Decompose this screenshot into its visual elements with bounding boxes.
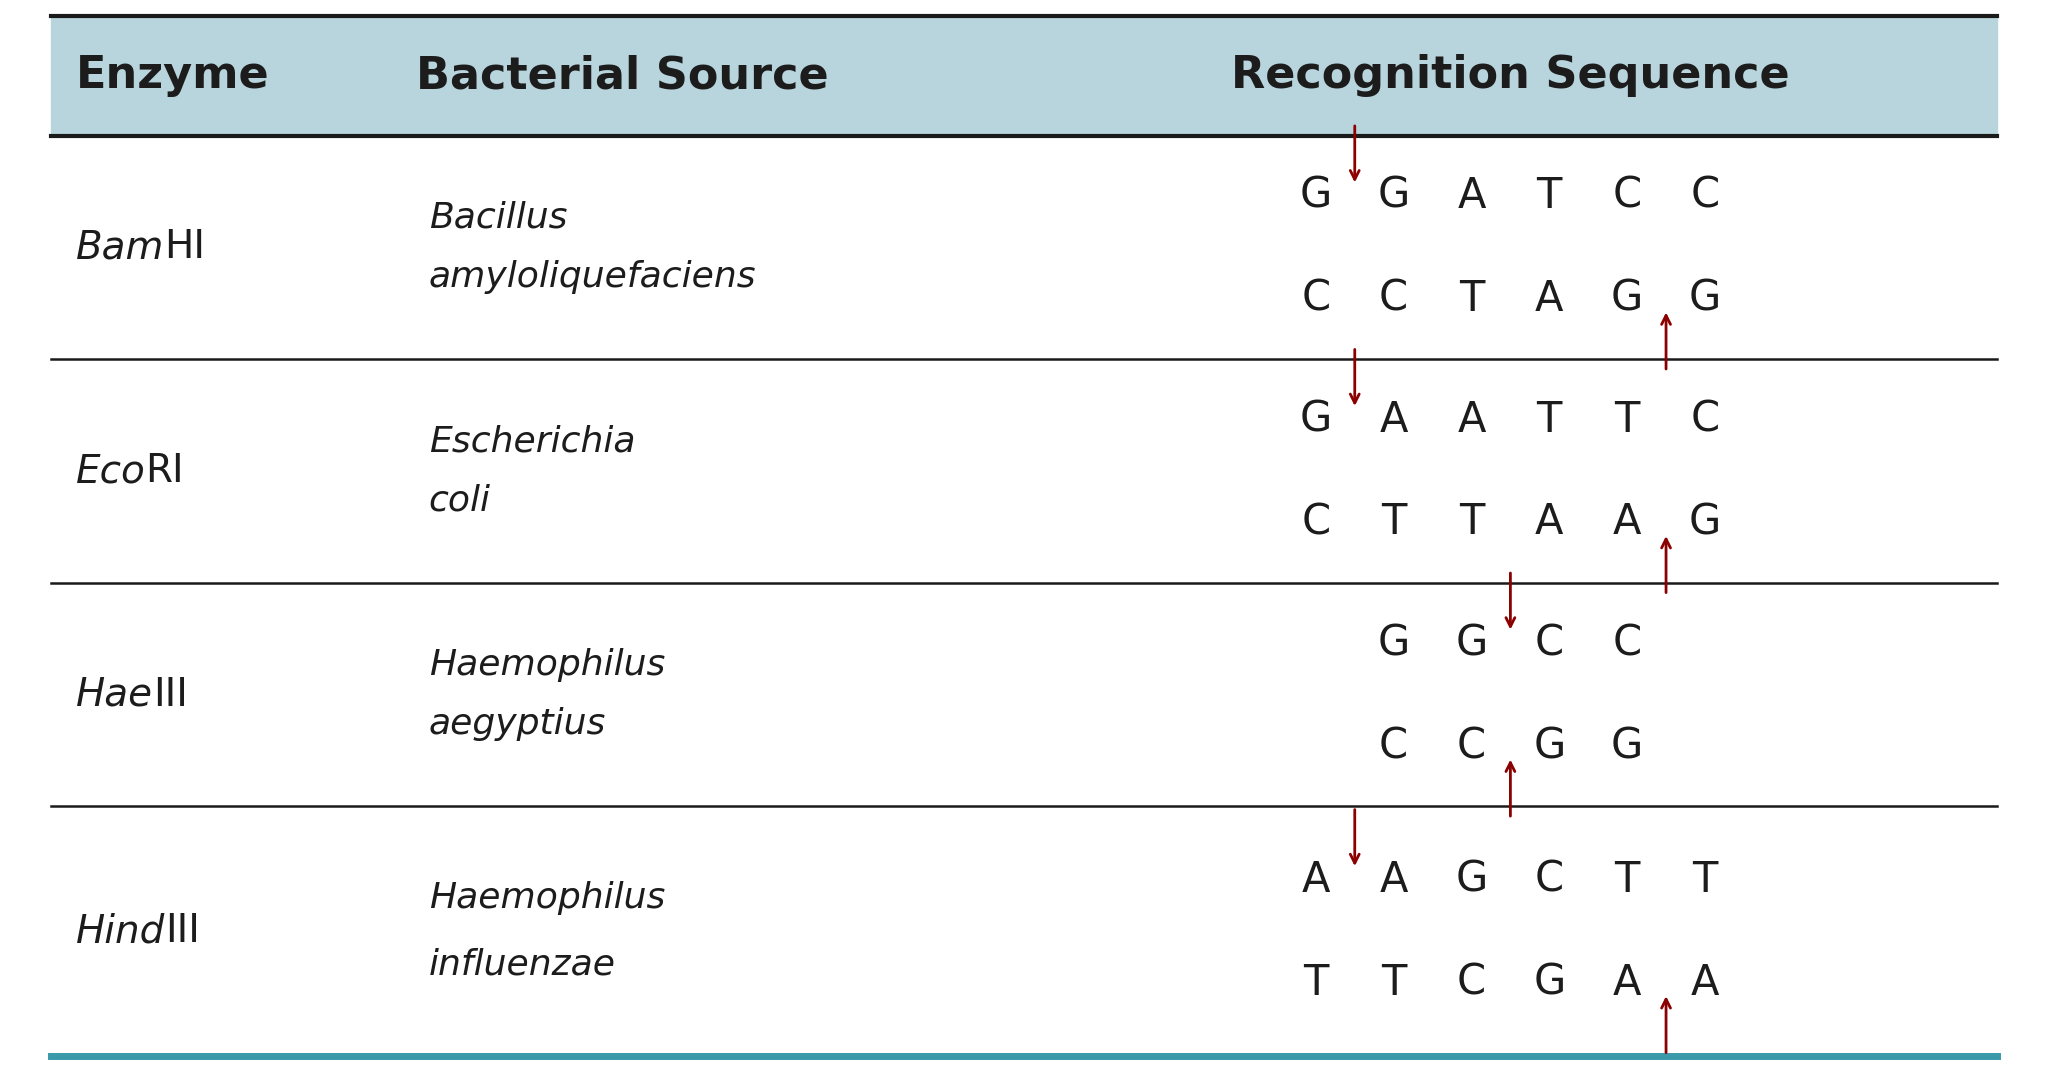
Text: A: A bbox=[1380, 859, 1407, 900]
Text: Escherichia: Escherichia bbox=[428, 425, 635, 459]
Text: aegyptius: aegyptius bbox=[428, 708, 606, 741]
Text: amyloliquefaciens: amyloliquefaciens bbox=[428, 259, 756, 294]
Text: C: C bbox=[1300, 502, 1331, 544]
Text: T: T bbox=[1380, 962, 1407, 1003]
Text: Hae: Hae bbox=[76, 675, 154, 714]
Text: A: A bbox=[1536, 502, 1563, 544]
Text: T: T bbox=[1458, 502, 1485, 544]
Text: C: C bbox=[1456, 725, 1487, 768]
Text: G: G bbox=[1378, 175, 1409, 217]
Text: G: G bbox=[1534, 962, 1565, 1003]
Text: G: G bbox=[1456, 622, 1487, 665]
Text: HI: HI bbox=[164, 228, 205, 267]
Text: influenzae: influenzae bbox=[428, 947, 616, 981]
Text: Bacillus: Bacillus bbox=[428, 200, 567, 235]
Text: A: A bbox=[1614, 502, 1640, 544]
Text: T: T bbox=[1536, 399, 1563, 441]
Text: C: C bbox=[1378, 278, 1409, 319]
Text: C: C bbox=[1300, 278, 1331, 319]
Text: G: G bbox=[1300, 399, 1331, 441]
Text: G: G bbox=[1300, 175, 1331, 217]
Text: G: G bbox=[1456, 859, 1487, 900]
Text: A: A bbox=[1692, 962, 1718, 1003]
Text: T: T bbox=[1303, 962, 1329, 1003]
Text: Eco: Eco bbox=[76, 452, 145, 490]
Text: Bam: Bam bbox=[76, 228, 164, 267]
Text: A: A bbox=[1536, 278, 1563, 319]
Text: A: A bbox=[1303, 859, 1329, 900]
Text: T: T bbox=[1614, 399, 1640, 441]
Text: C: C bbox=[1378, 725, 1409, 768]
Text: Bacterial Source: Bacterial Source bbox=[416, 55, 829, 98]
Text: A: A bbox=[1458, 175, 1485, 217]
Text: G: G bbox=[1690, 278, 1720, 319]
Text: T: T bbox=[1692, 859, 1718, 900]
Text: C: C bbox=[1612, 622, 1642, 665]
Text: T: T bbox=[1536, 175, 1563, 217]
Text: T: T bbox=[1380, 502, 1407, 544]
Text: Haemophilus: Haemophilus bbox=[428, 881, 666, 915]
Text: coli: coli bbox=[428, 483, 492, 518]
Text: T: T bbox=[1458, 278, 1485, 319]
Text: G: G bbox=[1378, 622, 1409, 665]
Text: RI: RI bbox=[145, 452, 184, 490]
Text: G: G bbox=[1534, 725, 1565, 768]
Text: G: G bbox=[1612, 278, 1642, 319]
Text: A: A bbox=[1380, 399, 1407, 441]
Text: Haemophilus: Haemophilus bbox=[428, 649, 666, 682]
Text: C: C bbox=[1534, 859, 1565, 900]
Text: C: C bbox=[1534, 622, 1565, 665]
Text: III: III bbox=[154, 675, 188, 714]
Text: Enzyme: Enzyme bbox=[76, 55, 270, 98]
Text: III: III bbox=[166, 912, 201, 950]
Text: C: C bbox=[1456, 962, 1487, 1003]
Text: Recognition Sequence: Recognition Sequence bbox=[1231, 55, 1790, 98]
Text: G: G bbox=[1612, 725, 1642, 768]
Text: G: G bbox=[1690, 502, 1720, 544]
Text: C: C bbox=[1612, 175, 1642, 217]
Text: C: C bbox=[1690, 399, 1720, 441]
Text: T: T bbox=[1614, 859, 1640, 900]
Text: Hind: Hind bbox=[76, 912, 166, 950]
Text: A: A bbox=[1458, 399, 1485, 441]
Text: C: C bbox=[1690, 175, 1720, 217]
Text: A: A bbox=[1614, 962, 1640, 1003]
